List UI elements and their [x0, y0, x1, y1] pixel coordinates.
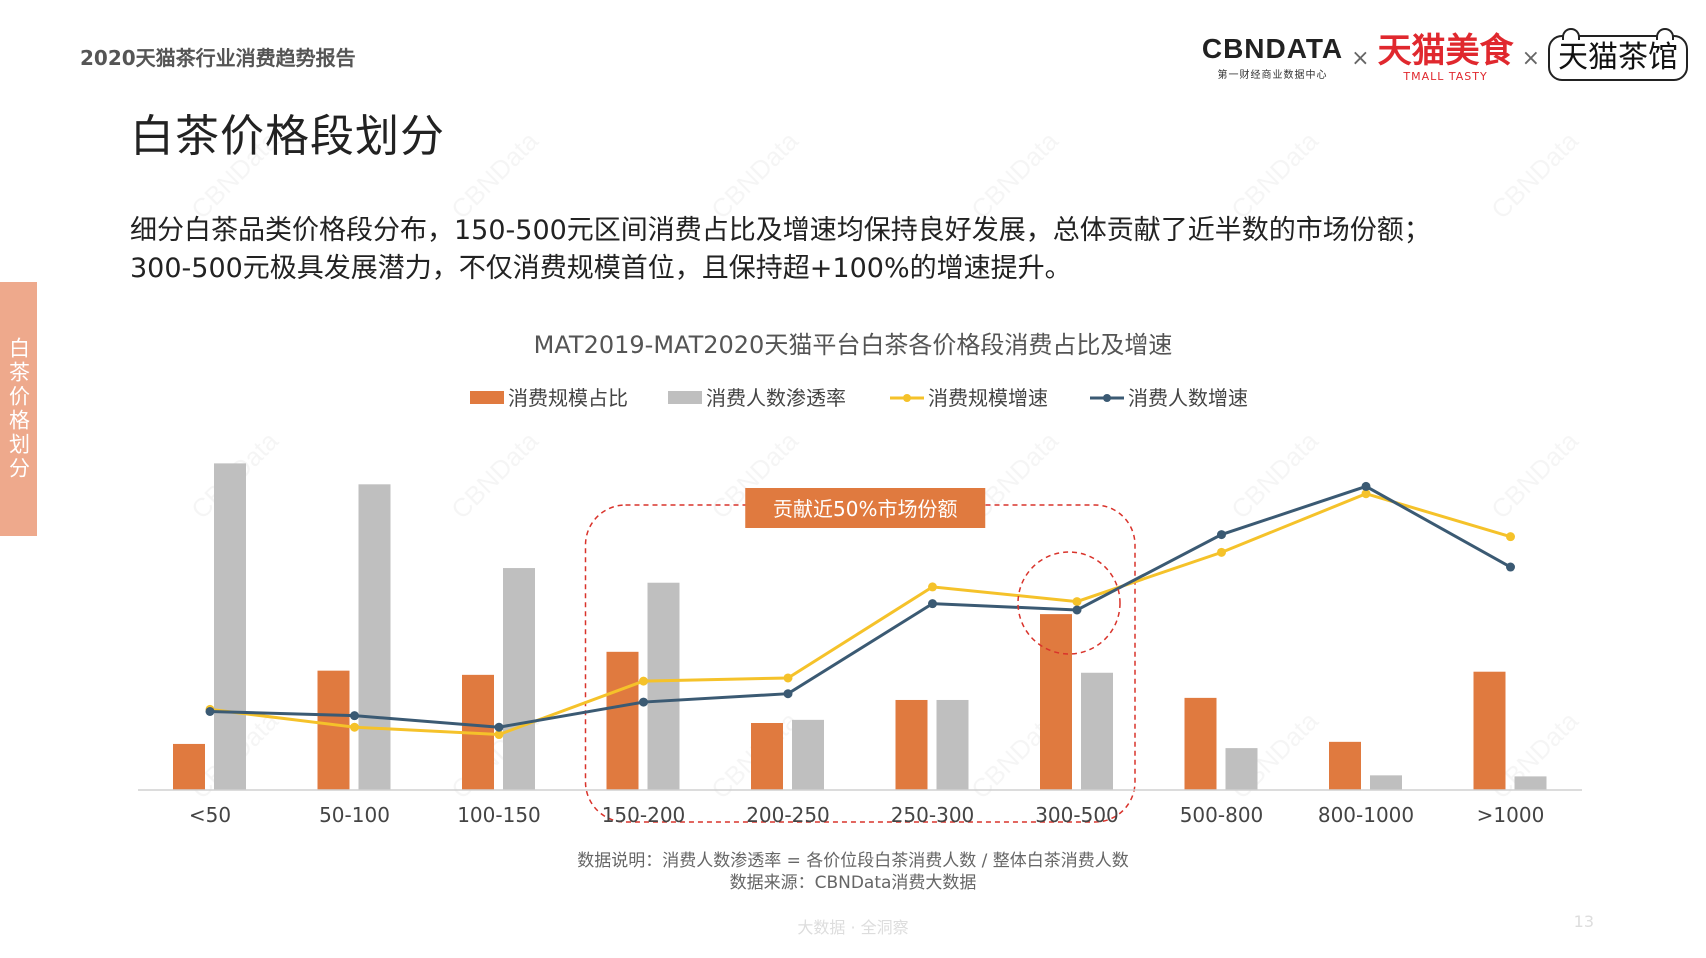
- cbndata-logo-text: CBNDATA: [1201, 33, 1344, 64]
- description-line-2: 300-500元极具发展潜力，不仅消费规模首位，且保持超+100%的增速提升。: [130, 253, 1072, 284]
- bar-consumption-share: [317, 670, 350, 790]
- legend-label: 消费规模增速: [928, 386, 1048, 410]
- x-tick-label: 150-200: [602, 803, 686, 827]
- point-consumer-growth: [1217, 530, 1226, 540]
- point-consumer-growth: [494, 722, 504, 732]
- point-consumption-growth: [1506, 532, 1515, 542]
- point-consumption-growth: [494, 730, 504, 740]
- bar-penetration-rate: [358, 484, 391, 790]
- x-tick-label: 200-250: [746, 803, 830, 827]
- x-tick-label: >1000: [1477, 803, 1545, 827]
- annotation-label: 贡献近50%市场份额: [773, 497, 957, 521]
- line-consumption-growth: [209, 492, 1511, 737]
- logo-separator: ×: [1351, 45, 1370, 71]
- point-consumer-growth: [1361, 481, 1371, 491]
- annotation-label-bg: [745, 488, 986, 528]
- highlight-circle: [1017, 551, 1121, 655]
- chart-title: MAT2019-MAT2020天猫平台白茶各价格段消费占比及增速: [534, 331, 1173, 359]
- page-number: 13: [1573, 912, 1594, 931]
- description: 细分白茶品类价格段分布，150-500元区间消费占比及增速均保持良好发展，总体贡…: [130, 212, 1600, 288]
- report-title: 2020天猫茶行业消费趋势报告: [80, 46, 356, 70]
- tmall-tasty-logo: 天猫美食 TMALL TASTY: [1378, 34, 1514, 83]
- point-consumption-growth: [350, 722, 359, 732]
- point-consumer-growth: [783, 689, 793, 699]
- bar-penetration-rate: [792, 719, 824, 790]
- x-tick-label: 300-500: [1035, 803, 1119, 827]
- legend-swatch: [470, 391, 504, 404]
- bar-consumption-share: [751, 723, 783, 790]
- point-consumer-growth: [639, 697, 648, 707]
- line-consumer-growth: [209, 484, 1512, 729]
- x-tick-label: 50-100: [319, 803, 390, 827]
- tmall-teahouse-logo: 天猫茶馆: [1548, 28, 1688, 81]
- x-tick-label: 500-800: [1180, 803, 1264, 827]
- point-consumption-growth: [928, 582, 937, 592]
- x-tick-label: <50: [189, 803, 231, 827]
- description-line-1: 细分白茶品类价格段分布，150-500元区间消费占比及增速均保持良好发展，总体贡…: [130, 215, 1431, 246]
- bar-penetration-rate: [1370, 775, 1402, 790]
- chart-notes: 数据说明：消费人数渗透率 = 各价位段白茶消费人数 / 整体白茶消费人数 数据来…: [0, 850, 1706, 894]
- data-definition-note: 数据说明：消费人数渗透率 = 各价位段白茶消费人数 / 整体白茶消费人数: [577, 851, 1129, 871]
- point-consumer-growth: [1072, 605, 1082, 615]
- cbndata-logo-subtitle: 第一财经商业数据中心: [1217, 70, 1328, 81]
- bar-penetration-rate: [503, 568, 535, 790]
- x-tick-label: 100-150: [457, 803, 541, 827]
- footer-tagline: 大数据 · 全洞察: [797, 918, 909, 937]
- tmall-tasty-logo-subtitle: TMALL TASTY: [1403, 69, 1488, 83]
- bar-consumption-share: [173, 743, 205, 790]
- point-consumption-growth: [639, 676, 648, 686]
- logo-strip: CBNDATA 第一财经商业数据中心 × 天猫美食 TMALL TASTY × …: [1202, 28, 1688, 88]
- bar-consumption-share: [606, 651, 639, 790]
- page-heading: 白茶价格段划分: [130, 111, 445, 162]
- point-consumer-growth: [1506, 562, 1515, 572]
- bar-penetration-rate: [1081, 672, 1113, 790]
- cbndata-logo: CBNDATA 第一财经商业数据中心: [1201, 33, 1344, 82]
- bar-penetration-rate: [214, 463, 246, 790]
- legend-label: 消费人数渗透率: [706, 386, 846, 410]
- data-source-note: 数据来源：CBNData消费大数据: [729, 873, 977, 893]
- bar-consumption-share: [1040, 614, 1072, 790]
- point-consumer-growth: [205, 706, 215, 716]
- point-consumption-growth: [1217, 547, 1226, 557]
- x-tick-label: 800-1000: [1318, 803, 1414, 827]
- x-tick-label: 250-300: [891, 803, 975, 827]
- logo-separator: ×: [1521, 45, 1540, 71]
- point-consumption-growth: [783, 673, 793, 683]
- legend-label: 消费人数增速: [1128, 386, 1248, 410]
- bar-consumption-share: [1184, 697, 1217, 790]
- legend-swatch: [668, 391, 702, 404]
- point-consumption-growth: [1361, 489, 1371, 499]
- bar-consumption-share: [1329, 741, 1361, 790]
- point-consumption-growth: [1072, 597, 1082, 607]
- bar-penetration-rate: [936, 699, 969, 790]
- bar-penetration-rate: [1514, 776, 1547, 790]
- side-section-tab: 白茶价格划分: [0, 282, 37, 536]
- bar-penetration-rate: [1225, 748, 1258, 790]
- legend-marker: [1103, 394, 1111, 402]
- tmall-tasty-logo-text: 天猫美食: [1377, 30, 1514, 71]
- legend-label: 消费规模占比: [508, 386, 628, 410]
- bar-penetration-rate: [647, 582, 680, 790]
- point-consumer-growth: [350, 711, 359, 721]
- legend-marker: [903, 394, 911, 402]
- bar-consumption-share: [895, 699, 928, 790]
- bar-consumption-share: [1473, 671, 1506, 790]
- point-consumer-growth: [928, 599, 937, 609]
